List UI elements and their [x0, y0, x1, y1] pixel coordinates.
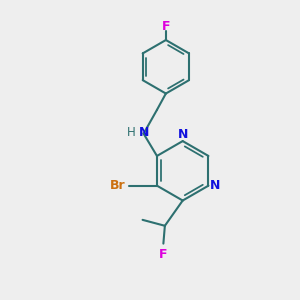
Text: N: N: [138, 126, 149, 139]
Text: F: F: [159, 248, 168, 261]
Text: F: F: [162, 20, 170, 33]
Text: N: N: [178, 128, 188, 141]
Text: Br: Br: [110, 179, 126, 192]
Text: H: H: [127, 126, 135, 139]
Text: N: N: [210, 179, 220, 192]
